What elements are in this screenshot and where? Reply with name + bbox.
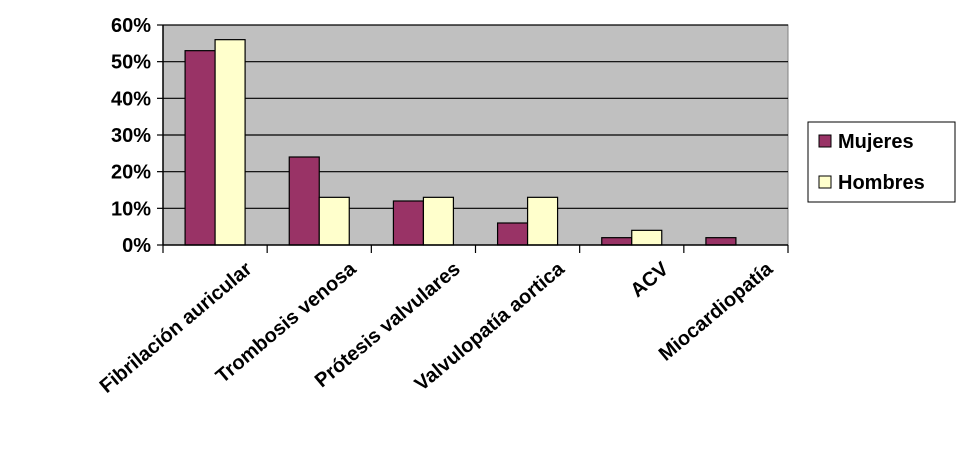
bar-mujeres-0	[184, 50, 216, 246]
bar-hombres-2	[422, 196, 455, 246]
y-tick-label: 20%	[111, 162, 151, 184]
gridlines	[163, 24, 788, 209]
y-tick-label: 60%	[111, 15, 151, 37]
bar-hombres-3	[526, 196, 559, 246]
category-label: Miocardiopatía	[655, 257, 778, 365]
bar-hombres-0	[214, 39, 246, 246]
legend: Mujeres Hombres	[807, 121, 956, 203]
y-tick-label: 40%	[111, 88, 151, 110]
legend-swatch-hombres	[818, 175, 832, 189]
legend-swatch-mujeres	[818, 134, 832, 148]
y-tick-label: 0%	[122, 235, 151, 257]
y-tick-label: 50%	[111, 52, 151, 74]
bars	[184, 39, 737, 246]
bar-mujeres-3	[496, 222, 529, 246]
y-tick-label: 30%	[111, 125, 151, 147]
legend-label-hombres: Hombres	[838, 172, 925, 194]
bar-mujeres-2	[392, 200, 425, 246]
legend-box	[807, 121, 956, 203]
bar-mujeres-1	[288, 156, 320, 246]
y-tick-label: 10%	[111, 198, 151, 220]
bar-mujeres-4	[601, 237, 633, 246]
bar-mujeres-5	[705, 237, 737, 246]
bar-hombres-4	[631, 229, 663, 246]
bar-hombres-1	[318, 196, 350, 246]
legend-label-mujeres: Mujeres	[838, 131, 914, 153]
category-label: ACV	[626, 258, 673, 302]
axes	[157, 24, 789, 253]
y-tick-labels: 0% 10% 20% 30% 40% 50% 60%	[111, 15, 151, 257]
